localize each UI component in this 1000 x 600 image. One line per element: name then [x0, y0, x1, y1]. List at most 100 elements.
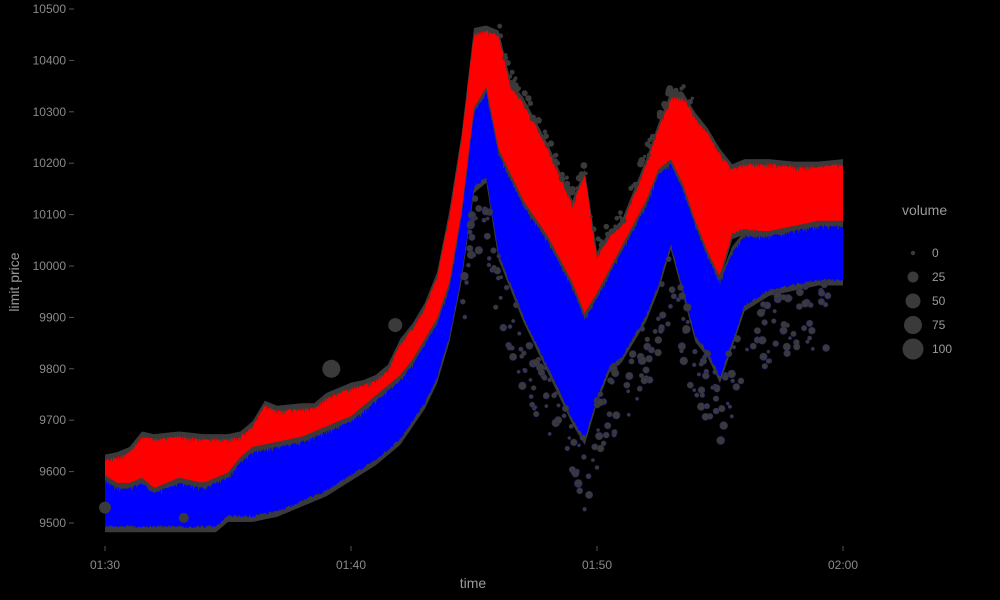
- volume-point: [582, 507, 587, 512]
- volume-point: [679, 86, 684, 91]
- volume-point: [796, 288, 804, 297]
- volume-point: [676, 297, 681, 302]
- volume-point: [712, 407, 720, 415]
- volume-point: [529, 115, 536, 122]
- volume-point: [578, 171, 585, 178]
- volume-point: [681, 316, 686, 322]
- volume-point: [522, 367, 527, 372]
- volume-point: [805, 339, 810, 344]
- volume-point: [498, 295, 503, 300]
- volume-point: [712, 395, 720, 402]
- volume-point: [552, 158, 559, 165]
- volume-point: [618, 210, 623, 216]
- volume-point: [665, 256, 672, 263]
- volume-point: [506, 345, 512, 351]
- series-1-band: [105, 91, 843, 529]
- volume-point: [698, 361, 704, 367]
- volume-point: [686, 381, 694, 389]
- volume-point: [683, 303, 692, 312]
- volume-point: [719, 421, 728, 430]
- series-0-band: [105, 30, 843, 507]
- volume-point: [483, 232, 491, 240]
- volume-point: [459, 298, 466, 305]
- volume-point: [468, 211, 476, 219]
- volume-point: [584, 171, 588, 175]
- volume-point: [730, 378, 735, 383]
- volume-point: [614, 216, 620, 221]
- volume-point: [599, 239, 604, 243]
- volume-point: [619, 217, 627, 224]
- volume-point: [491, 264, 497, 271]
- volume-point: [665, 90, 672, 97]
- volume-point: [779, 326, 788, 335]
- volume-point: [524, 104, 529, 110]
- volume-point: [727, 404, 733, 409]
- volume-point: [673, 87, 679, 94]
- volume-point: [592, 227, 597, 232]
- volume-point: [544, 404, 549, 409]
- volume-point: [604, 422, 612, 430]
- volume-point: [645, 355, 653, 363]
- volume-point: [543, 365, 549, 371]
- volume-point: [553, 152, 559, 158]
- volume-point: [677, 342, 686, 351]
- volume-point: [618, 215, 622, 219]
- volume-point: [817, 298, 825, 306]
- volume-point: [692, 348, 698, 355]
- volume-point: [471, 195, 479, 202]
- volume-point: [822, 344, 830, 352]
- volume-point: [551, 392, 557, 399]
- volume-point: [570, 438, 578, 447]
- volume-point: [486, 256, 492, 261]
- volume-point: [509, 352, 517, 361]
- y-tick-label-10300: 10300: [33, 105, 67, 119]
- volume-point: [679, 356, 688, 366]
- y-tick-label-9900: 9900: [39, 310, 66, 324]
- volume-point: [745, 347, 749, 352]
- volume-point: [516, 369, 521, 374]
- volume-point: [692, 388, 697, 393]
- volume-point: [637, 160, 645, 168]
- volume-point: [505, 60, 511, 66]
- volume-point: [525, 342, 532, 349]
- volume-point: [635, 396, 640, 401]
- volume-point: [703, 350, 712, 358]
- volume-point: [761, 363, 768, 370]
- volume-point: [636, 385, 643, 392]
- volume-point: [497, 23, 503, 29]
- volume-point: [808, 326, 816, 335]
- volume-point: [687, 99, 693, 105]
- y-tick-label-9500: 9500: [39, 516, 66, 530]
- volume-point: [518, 346, 524, 352]
- volume-point: [685, 319, 690, 325]
- volume-point: [466, 262, 471, 268]
- volume-point: [820, 281, 828, 289]
- volume-point: [602, 431, 610, 439]
- volume-point: [564, 445, 570, 452]
- volume-point: [580, 162, 588, 169]
- volume-point: [652, 328, 658, 334]
- volume-point: [617, 223, 622, 227]
- volume-point: [737, 377, 745, 385]
- volume-point: [721, 373, 729, 381]
- volume-point: [654, 336, 663, 344]
- volume-point: [716, 436, 726, 445]
- volume-point: [462, 314, 468, 320]
- y-axis: 9500 9600 9700 9800 9900 10000 10100 10200 10300…: [33, 2, 74, 530]
- volume-point: [466, 245, 474, 253]
- volume-point: [638, 373, 644, 379]
- volume-point: [471, 252, 477, 258]
- y-tick-label-9800: 9800: [39, 362, 66, 376]
- volume-point: [696, 402, 706, 411]
- volume-point: [509, 69, 515, 75]
- volume-point: [481, 217, 487, 223]
- volume-point: [521, 90, 528, 97]
- volume-point: [547, 377, 552, 383]
- volume-point: [765, 358, 772, 364]
- volume-point: [639, 325, 646, 332]
- volume-point: [697, 386, 706, 394]
- y-tick-label-10400: 10400: [33, 53, 67, 67]
- volume-point: [490, 247, 497, 254]
- volume-point: [727, 369, 736, 379]
